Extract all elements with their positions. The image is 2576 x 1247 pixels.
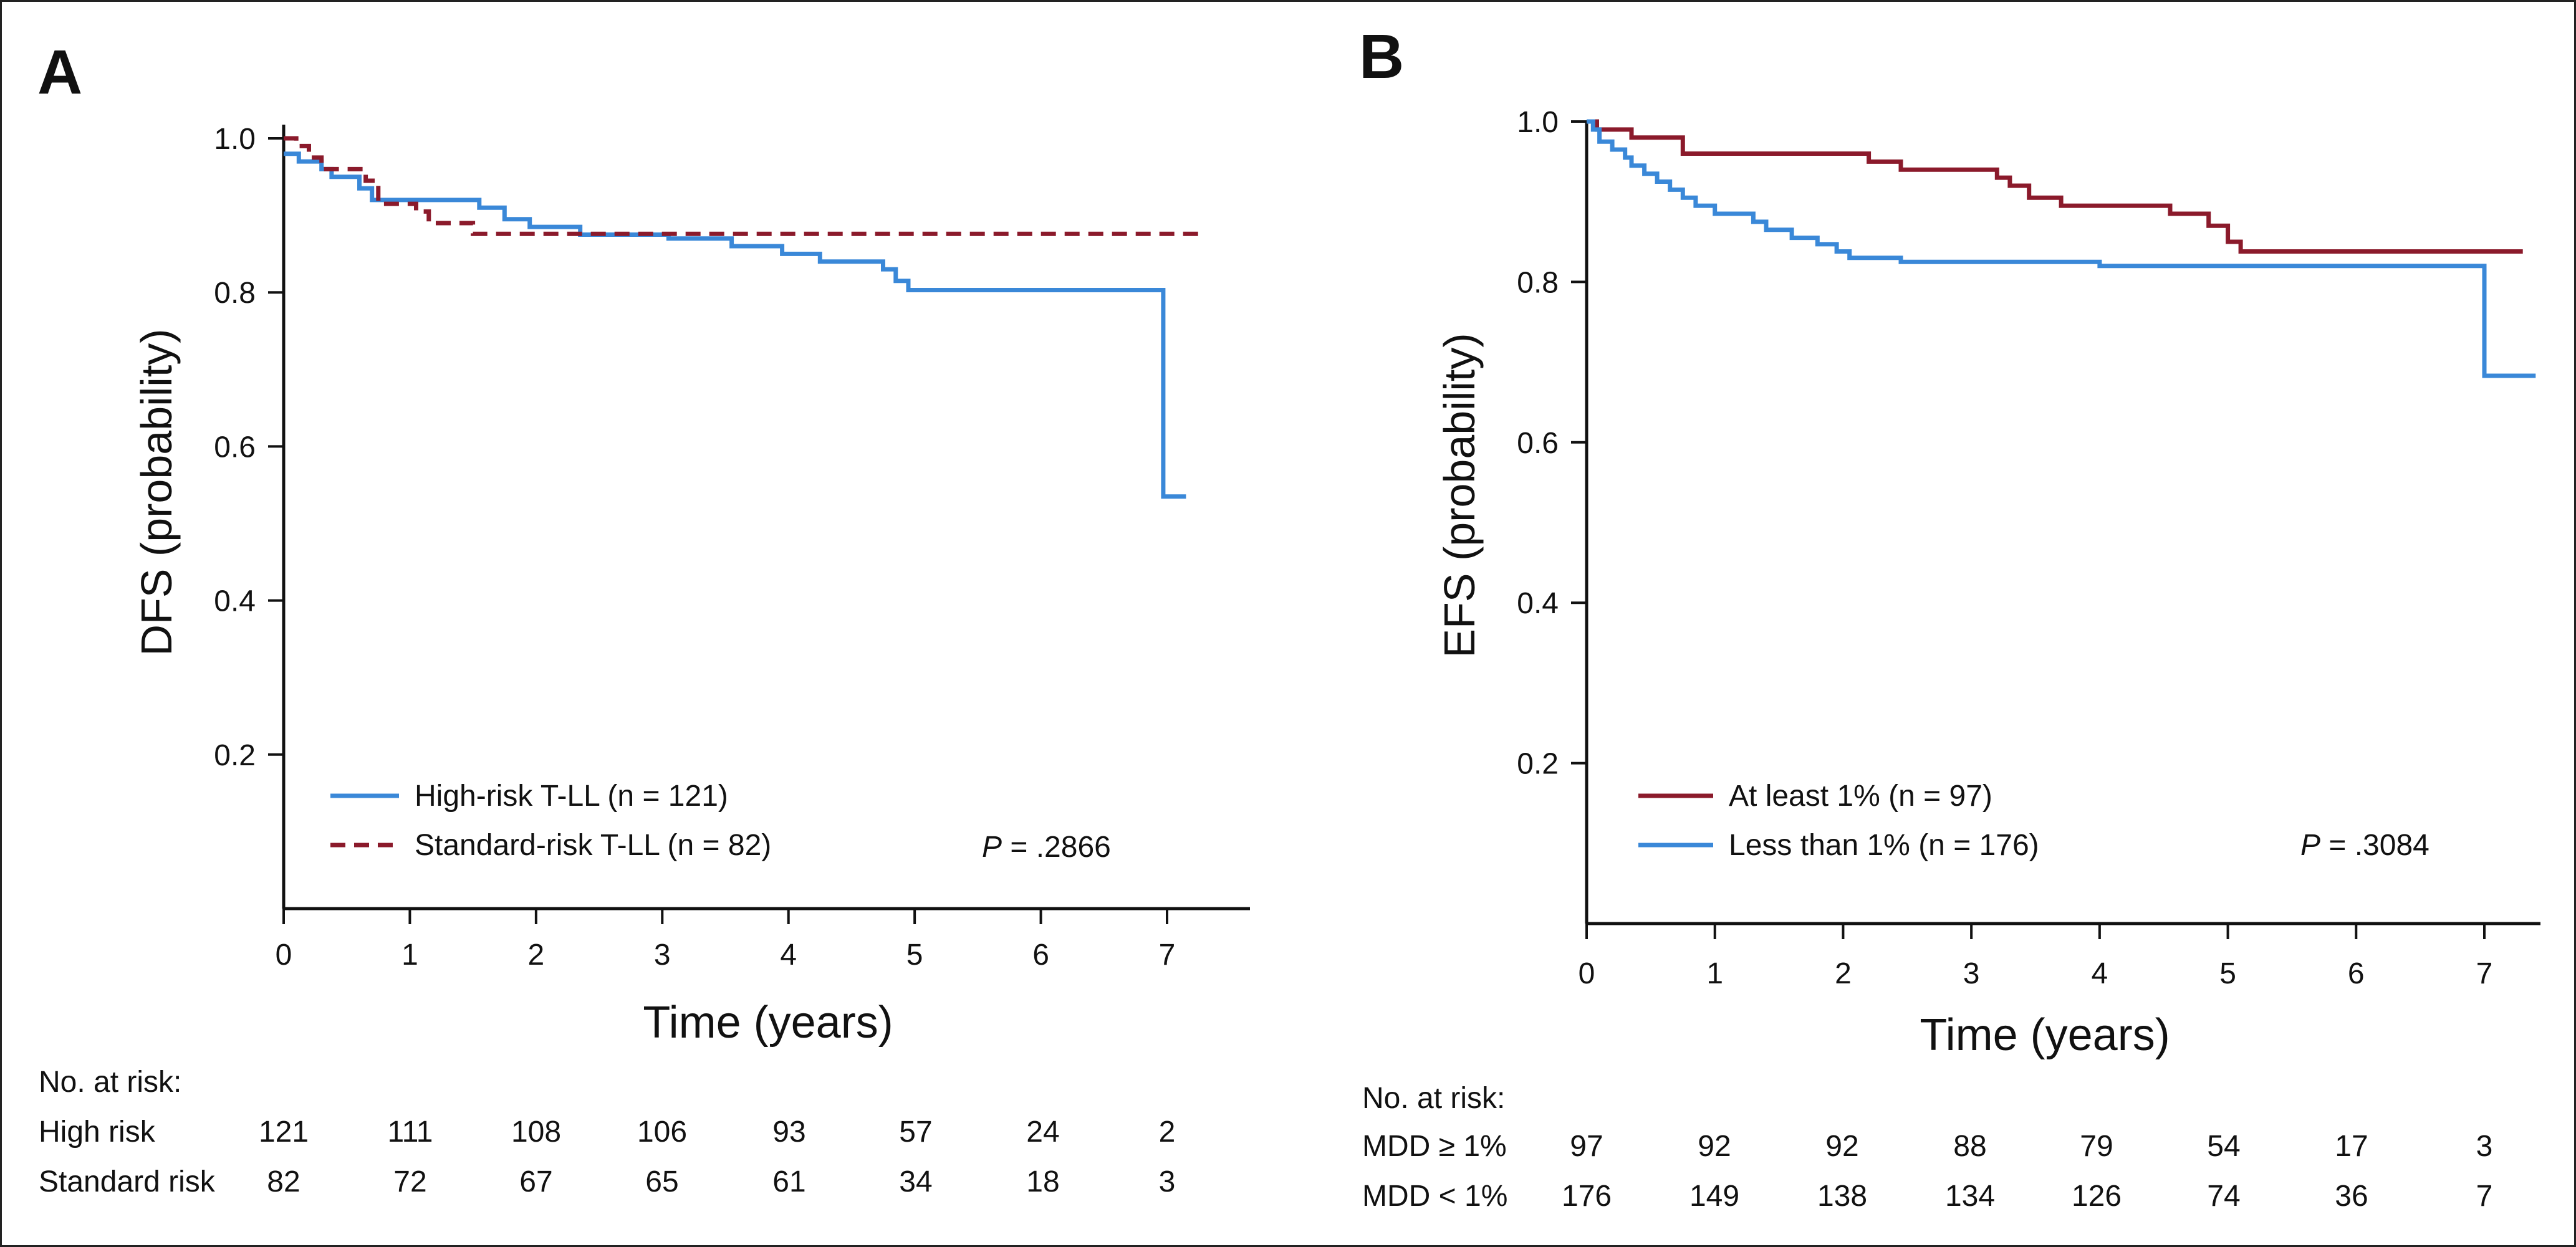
panel-b-x-tick-label: 5 [2219,957,2236,990]
panel-a-y-tick-label: 0.4 [214,585,256,618]
panel-b-p-value: P = .3084 [2300,829,2429,862]
panel-b-risk-value: 134 [1945,1180,1995,1213]
panel-b-risk-value: 92 [1698,1130,1731,1163]
panel-a-risk-table: No. at risk: High risk 121 111 108 106 93 57 24 2… [39,1066,1175,1198]
panel-b-series-1-curve [1587,119,2523,254]
panel-a-risk-value: 24 [1026,1116,1059,1149]
panel-a-y-tick-label: 1.0 [214,123,256,156]
panel-b-p-label: P [2300,829,2320,862]
panel-b-risk-value: 79 [2080,1130,2113,1163]
panel-a-risk-value: 57 [899,1116,932,1149]
panel-b-x-tick-label: 6 [2348,957,2365,990]
panel-a-p-value: P = .2866 [982,831,1111,864]
panel-a-risk-value: 82 [267,1165,300,1198]
panel-b-x-tick-label: 0 [1579,957,1595,990]
panel-a-label: A [37,37,82,107]
panel-b-p-text: = .3084 [2320,829,2429,862]
panel-a-risk-value: 106 [637,1116,687,1149]
panel-a-risk-value: 111 [388,1116,433,1149]
panel-a-risk-value: 93 [772,1116,805,1149]
panel-a-x-tick-label: 0 [276,939,292,972]
panel-b-x-tick-label: 7 [2476,957,2493,990]
panel-b-risk-value: 3 [2476,1130,2493,1163]
panel-b: B EFS (probability) Time (years) 0.20.40… [1359,22,2540,1213]
panel-a-y-axis-label: DFS (probability) [132,328,181,656]
panel-b-label: B [1359,22,1404,92]
panel-b-risk-value: 149 [1689,1180,1739,1213]
panel-b-risk-table-header: No. at risk: [1362,1082,1505,1115]
panel-b-legend-label-2: Less than 1% (n = 176) [1729,829,2039,862]
panel-b-risk-value: 7 [2476,1180,2493,1213]
panel-a-legend-label-2: Standard-risk T-LL (n = 82) [415,829,771,862]
panel-a-y-tick-label: 0.8 [214,277,256,310]
panel-b-x-tick-label: 2 [1835,957,1852,990]
panel-b-axes: 0.2 0.4 0.6 0.8 1.0 0 1 2 3 4 5 6 7 [1517,106,2540,990]
panel-b-risk-row-label-1: MDD ≥ 1% [1362,1130,1507,1163]
panel-b-risk-value: 92 [1825,1130,1858,1163]
panel-b-risk-value: 97 [1570,1130,1603,1163]
panel-b-risk-table: No. at risk: MDD ≥ 1% 97 92 92 88 79 54 17 3 MDD <… [1362,1082,2492,1213]
panel-b-risk-value: 126 [2072,1180,2122,1213]
panel-a-series-2-curve [284,136,1205,236]
panel-b-risk-value: 88 [1953,1130,1986,1163]
panel-b-y-tick-label: 0.6 [1517,427,1559,460]
panel-a-x-tick-label: 6 [1032,939,1049,972]
panel-a-y-tick-label: 0.6 [214,431,256,464]
panel-b-legend: At least 1% (n = 97) Less than 1% (n = 17… [1638,780,2039,862]
panel-a-risk-row-label-2: Standard risk [39,1165,216,1198]
panel-a-p-text: = .2866 [1002,831,1111,864]
panel-b-risk-value: 17 [2335,1130,2368,1163]
panel-b-risk-row-label-2: MDD < 1% [1362,1180,1507,1213]
panel-a-risk-value: 121 [259,1116,309,1149]
panel-a-x-tick-label: 2 [528,939,545,972]
panel-b-series-2-curve [1587,119,2536,378]
panel-a-x-tick-label: 4 [780,939,797,972]
panel-a-risk-value: 72 [393,1165,426,1198]
panel-a-risk-row-label-1: High risk [39,1116,156,1149]
panel-a: A DFS (probability) Time (years) 0.20.40… [37,37,1250,1198]
panel-b-risk-value: 138 [1817,1180,1867,1213]
panel-a-x-axis-label: Time (years) [643,998,893,1048]
panel-a-risk-value: 65 [645,1165,678,1198]
panel-b-risk-value: 36 [2335,1180,2368,1213]
panel-b-y-tick-label: 0.4 [1517,587,1559,620]
panel-a-risk-value: 2 [1159,1116,1176,1149]
panel-a-legend-label-1: High-risk T-LL (n = 121) [415,780,728,813]
panel-b-curves [1587,119,2536,378]
panel-b-risk-value: 54 [2207,1130,2240,1163]
panel-b-y-tick-label: 0.8 [1517,266,1559,299]
panel-b-x-axis-label: Time (years) [1920,1010,2170,1060]
panel-a-curves [284,136,1205,499]
panel-a-y-tick-label: 0.2 [214,739,256,772]
panel-a-x-tick-label: 7 [1159,939,1176,972]
panel-a-risk-value: 108 [511,1116,561,1149]
panel-b-y-axis-label: EFS (probability) [1435,333,1484,657]
panel-a-risk-value: 67 [519,1165,552,1198]
panel-b-x-tick-label: 1 [1706,957,1723,990]
panel-a-p-label: P [982,831,1002,864]
panel-a-risk-value: 18 [1026,1165,1059,1198]
panel-a-series-1-curve [284,151,1186,499]
panel-a-x-tick-label: 5 [906,939,923,972]
panel-a-x-tick-label: 1 [401,939,418,972]
panel-b-x-tick-label: 3 [1963,957,1980,990]
panel-a-risk-value: 3 [1159,1165,1176,1198]
panel-b-y-tick-label: 0.2 [1517,748,1559,781]
panel-a-axes: 0.2 0.4 0.6 0.8 1.0 0 1 2 3 4 5 6 7 [214,123,1250,972]
panel-b-legend-label-1: At least 1% (n = 97) [1729,780,1992,813]
panel-b-risk-value: 176 [1562,1180,1612,1213]
panel-b-y-tick-label: 1.0 [1517,106,1559,139]
panel-a-risk-value: 34 [899,1165,932,1198]
panel-a-legend: High-risk T-LL (n = 121) Standard-risk T-… [330,780,771,862]
panel-b-x-tick-label: 4 [2092,957,2108,990]
panel-b-risk-value: 74 [2207,1180,2240,1213]
panel-a-risk-table-header: No. at risk: [39,1066,181,1099]
panel-a-x-tick-label: 3 [654,939,671,972]
panel-a-risk-value: 61 [772,1165,805,1198]
